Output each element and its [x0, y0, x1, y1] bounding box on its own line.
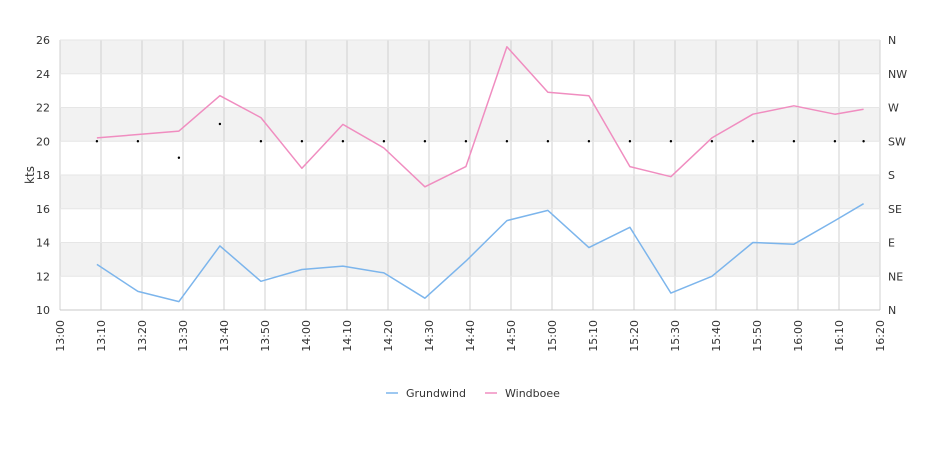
direction-point: [833, 140, 837, 143]
direction-point: [862, 140, 865, 143]
direction-tick-label: E: [888, 237, 895, 250]
y-tick-label: 12: [36, 270, 50, 283]
y-axis-label: kts: [23, 166, 37, 184]
direction-axis-ticks: N NE E SE S SW W NW N: [888, 34, 907, 317]
y-tick-label: 26: [36, 34, 50, 47]
legend-item-grundwind[interactable]: Grundwind: [386, 387, 466, 400]
x-tick-label: 13:00: [54, 320, 67, 352]
direction-points: [95, 122, 865, 159]
legend-label: Windboee: [505, 387, 560, 400]
direction-point: [710, 140, 714, 143]
x-axis-ticks: 13:00 13:10 13:20 13:30 13:40 13:50 14:00 14:10…: [54, 320, 887, 352]
direction-point: [546, 140, 550, 143]
series-line-grundwind: [96, 203, 864, 303]
x-tick-label: 14:20: [382, 320, 395, 352]
horizontal-gridlines: [60, 39, 880, 311]
x-tick-label: 15:20: [628, 320, 641, 352]
x-tick-label: 13:20: [136, 320, 149, 352]
x-tick-label: 15:00: [546, 320, 559, 352]
x-tick-label: 15:30: [669, 320, 682, 352]
direction-point: [423, 140, 427, 143]
y-axis-ticks: 10 12 14 16 18 20 22 24 26: [36, 34, 50, 317]
direction-tick-label: NE: [888, 270, 903, 283]
direction-tick-label: N: [888, 304, 896, 317]
direction-point: [751, 140, 755, 143]
legend[interactable]: Grundwind Windboee: [386, 387, 560, 400]
x-tick-label: 15:50: [751, 320, 764, 352]
x-tick-label: 14:00: [300, 320, 313, 352]
x-tick-label: 16:00: [792, 320, 805, 352]
direction-point: [669, 140, 673, 143]
legend-label: Grundwind: [406, 387, 466, 400]
direction-point: [177, 156, 181, 159]
y-tick-label: 18: [36, 169, 50, 182]
x-tick-label: 13:30: [177, 320, 190, 352]
x-tick-label: 13:50: [259, 320, 272, 352]
direction-point: [218, 122, 222, 126]
y-tick-label: 14: [36, 237, 50, 250]
direction-tick-label: W: [888, 102, 899, 115]
y-tick-label: 16: [36, 203, 50, 216]
direction-tick-label: S: [888, 169, 895, 182]
direction-point: [136, 140, 140, 143]
series-line-windboee: [96, 46, 864, 188]
direction-tick-label: N: [888, 34, 896, 47]
direction-point: [341, 140, 345, 143]
direction-point: [628, 140, 632, 143]
direction-point: [300, 140, 304, 143]
direction-point: [259, 140, 263, 143]
x-tick-label: 14:50: [505, 320, 518, 352]
direction-point: [792, 140, 796, 143]
x-tick-label: 16:10: [833, 320, 846, 352]
x-tick-label: 14:30: [423, 320, 436, 352]
y-tick-label: 22: [36, 102, 50, 115]
direction-point: [464, 140, 468, 143]
direction-point: [382, 140, 386, 143]
direction-point: [95, 140, 99, 143]
legend-item-windboee[interactable]: Windboee: [485, 387, 560, 400]
x-tick-label: 15:10: [587, 320, 600, 352]
direction-point: [587, 140, 591, 143]
x-tick-label: 13:40: [218, 320, 231, 352]
direction-tick-label: SW: [888, 135, 906, 148]
x-tick-label: 13:10: [95, 320, 108, 352]
direction-point: [505, 140, 509, 143]
y-tick-label: 20: [36, 135, 50, 148]
x-tick-label: 15:40: [710, 320, 723, 352]
y-tick-label: 24: [36, 68, 50, 81]
direction-tick-label: NW: [888, 68, 907, 81]
x-tick-label: 14:40: [464, 320, 477, 352]
direction-tick-label: SE: [888, 203, 902, 216]
x-tick-label: 16:20: [874, 320, 887, 352]
x-tick-label: 14:10: [341, 320, 354, 352]
series-lines: [96, 46, 864, 303]
y-tick-label: 10: [36, 304, 50, 317]
